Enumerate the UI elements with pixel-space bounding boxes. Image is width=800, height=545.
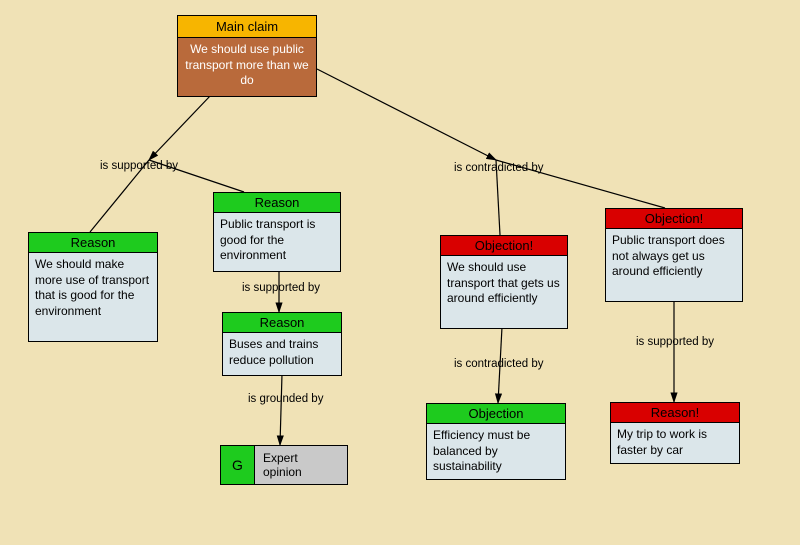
edge-label: is grounded by xyxy=(248,393,323,405)
node-objection-3: Objection Efficiency must be balanced by… xyxy=(426,403,566,480)
node-ground: G Expert opinion xyxy=(220,445,348,485)
node-main-header: Main claim xyxy=(178,16,316,38)
edge-label: is contradicted by xyxy=(454,358,544,370)
node-reason-4-header: Reason! xyxy=(611,403,739,423)
diagram-canvas: Main claim We should use public transpor… xyxy=(0,0,800,545)
node-objection-2-body: Public transport does not always get us … xyxy=(606,229,742,301)
node-reason-1-body: We should make more use of transport tha… xyxy=(29,253,157,341)
edge-label: is supported by xyxy=(100,160,178,172)
node-objection-1-body: We should use transport that gets us aro… xyxy=(441,256,567,328)
edge-label: is supported by xyxy=(636,336,714,348)
node-reason-4-body: My trip to work is faster by car xyxy=(611,423,739,463)
node-objection-3-header: Objection xyxy=(427,404,565,424)
node-main-claim: Main claim We should use public transpor… xyxy=(177,15,317,97)
ground-text: Expert opinion xyxy=(255,446,347,484)
node-reason-1-header: Reason xyxy=(29,233,157,253)
node-reason-3: Reason Buses and trains reduce pollution xyxy=(222,312,342,376)
node-reason-3-header: Reason xyxy=(223,313,341,333)
node-objection-1: Objection! We should use transport that … xyxy=(440,235,568,329)
edge-label: is supported by xyxy=(242,282,320,294)
node-objection-2-header: Objection! xyxy=(606,209,742,229)
node-reason-2-body: Public transport is good for the environ… xyxy=(214,213,340,271)
node-reason-4: Reason! My trip to work is faster by car xyxy=(610,402,740,464)
ground-badge: G xyxy=(221,446,255,484)
node-objection-1-header: Objection! xyxy=(441,236,567,256)
node-reason-1: Reason We should make more use of transp… xyxy=(28,232,158,342)
node-main-body: We should use public transport more than… xyxy=(178,38,316,96)
node-reason-2: Reason Public transport is good for the … xyxy=(213,192,341,272)
node-reason-2-header: Reason xyxy=(214,193,340,213)
node-reason-3-body: Buses and trains reduce pollution xyxy=(223,333,341,375)
node-objection-3-body: Efficiency must be balanced by sustainab… xyxy=(427,424,565,479)
node-objection-2: Objection! Public transport does not alw… xyxy=(605,208,743,302)
edge-label: is contradicted by xyxy=(454,162,544,174)
